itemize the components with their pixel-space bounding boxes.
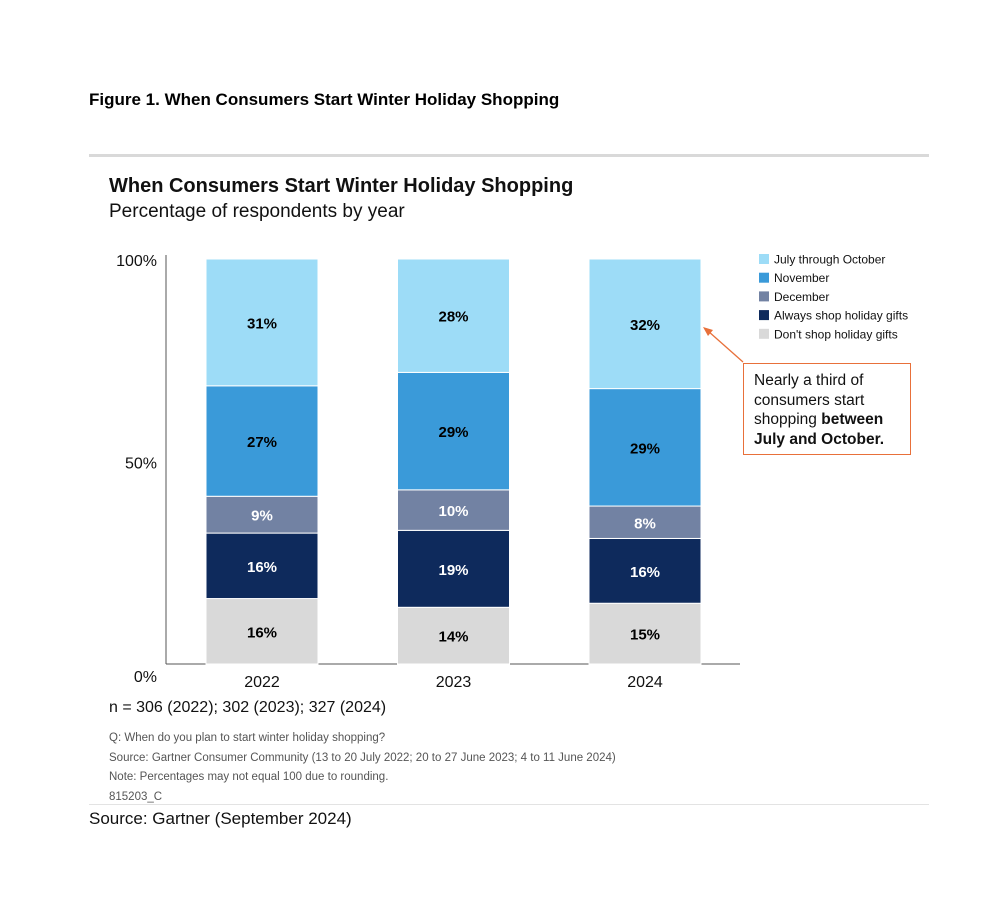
annotation-callout: Nearly a third of consumers start shoppi…: [743, 363, 911, 455]
y-tick-label: 100%: [116, 253, 157, 270]
data-label: 32%: [630, 317, 660, 334]
data-label: 29%: [630, 440, 660, 457]
footnote-question: Q: When do you plan to start winter holi…: [109, 732, 386, 744]
legend-label: Always shop holiday gifts: [774, 309, 908, 323]
bar-segment: [205, 495, 319, 534]
chart-title: When Consumers Start Winter Holiday Shop…: [109, 175, 574, 197]
legend-swatch: [759, 310, 769, 321]
data-label: 10%: [438, 503, 468, 520]
data-label: 16%: [247, 624, 277, 641]
data-label: 15%: [630, 627, 660, 644]
bar-segment: [397, 529, 510, 608]
legend-label: December: [774, 290, 829, 304]
bar-segment: [588, 537, 702, 604]
bar-segment: [205, 532, 319, 600]
footnote-code: 815203_C: [109, 790, 163, 803]
data-label: 19%: [438, 562, 468, 579]
data-label: 28%: [438, 309, 468, 326]
bar-segment: [397, 258, 510, 373]
annotation-arrow-head: [703, 327, 713, 336]
data-label: 8%: [634, 515, 656, 532]
footnotes: Q: When do you plan to start winter holi…: [109, 729, 616, 807]
legend-label: November: [774, 271, 829, 285]
data-label: 29%: [438, 424, 468, 441]
annotation-bold-text: between July and October.: [754, 411, 885, 448]
data-label: 16%: [630, 564, 660, 581]
legend-swatch: [759, 254, 769, 264]
bar-segment: [205, 385, 319, 497]
data-label: 31%: [247, 315, 277, 332]
bar-segment: [588, 388, 702, 507]
sample-size-note: n = 306 (2022); 302 (2023); 327 (2024): [109, 699, 387, 716]
top-divider: [89, 154, 929, 157]
bar-segment: [205, 598, 319, 665]
bar-segment: [588, 505, 702, 539]
legend-swatch: [759, 272, 769, 283]
annotation-arrow-line: [707, 330, 744, 363]
legend-swatch: [759, 291, 769, 302]
legend-label: July through October: [774, 253, 885, 267]
data-label: 9%: [251, 508, 273, 525]
page-source: Source: Gartner (September 2024): [89, 809, 352, 828]
footnote-note: Note: Percentages may not equal 100 due …: [109, 771, 389, 783]
bar-segment: [205, 258, 319, 387]
data-label: 14%: [438, 629, 468, 646]
footnote-source: Source: Gartner Consumer Community (13 t…: [109, 751, 616, 764]
bar-segment: [397, 606, 510, 665]
legend-label: Don't shop holiday gifts: [774, 327, 898, 341]
x-tick-label: 2023: [436, 674, 472, 691]
data-label: 27%: [247, 434, 277, 451]
annotation-text: Nearly a third of consumers start shoppi…: [754, 372, 865, 428]
x-tick-label: 2022: [244, 674, 280, 691]
figure-title: Figure 1. When Consumers Start Winter Ho…: [89, 90, 560, 109]
bottom-divider: [89, 804, 929, 805]
y-tick-label: 50%: [125, 456, 157, 473]
y-tick-label: 0%: [134, 669, 157, 686]
bar-segment: [588, 602, 702, 665]
bar-segment: [397, 371, 510, 491]
data-label: 16%: [247, 559, 277, 576]
bar-segment: [397, 489, 510, 531]
x-tick-label: 2024: [627, 674, 663, 691]
bar-segment: [588, 258, 702, 390]
chart-subtitle: Percentage of respondents by year: [109, 201, 405, 222]
legend-swatch: [759, 328, 769, 339]
